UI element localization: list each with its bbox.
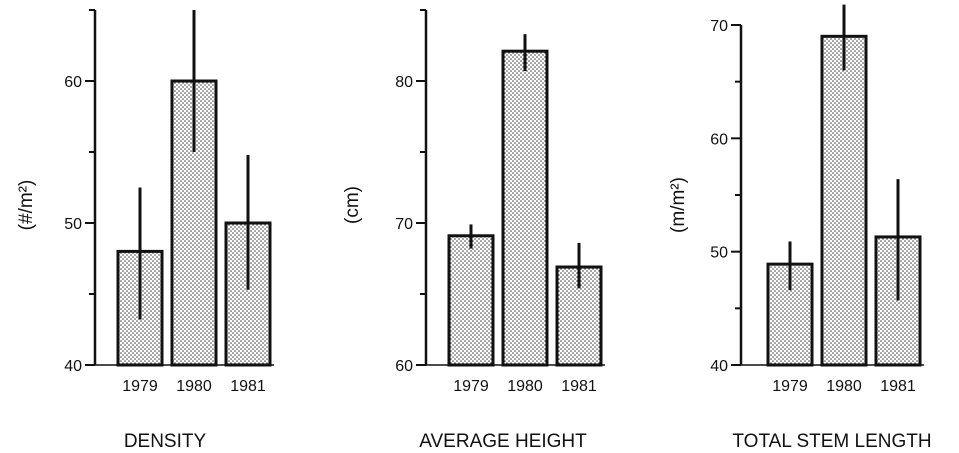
density-panel: (#/m²) DENSITY <box>16 180 206 452</box>
density-x-tick-label-1980: 1980 <box>176 378 212 395</box>
density-y-tick-label-40: 40 <box>64 358 82 375</box>
total-stem-length-x-tick-label-1981: 1981 <box>880 378 916 395</box>
average-height-bar-1980 <box>501 49 549 367</box>
average-height-x-tick-label-1979: 1979 <box>453 378 489 395</box>
total-stem-length-chart-title: TOTAL STEM LENGTH <box>732 431 931 452</box>
average-height-x-tick-label-1981: 1981 <box>561 378 597 395</box>
total-stem-length-y-tick-label-60: 60 <box>710 131 728 148</box>
average-height-y-tick-label-70: 70 <box>395 216 413 233</box>
total-stem-length-y-tick-label-70: 70 <box>710 18 728 35</box>
total-stem-length-panel: (m/m²) TOTAL STEM LENGTH <box>668 177 932 452</box>
total-stem-length-bar-1980 <box>820 34 868 367</box>
total-stem-length-y-tick-label-50: 50 <box>710 245 728 262</box>
average-height-bar-1979 <box>447 234 495 367</box>
density-y-axis-label: (#/m²) <box>16 180 37 231</box>
average-height-panel: (cm) AVERAGE HEIGHT <box>342 186 587 452</box>
density-y-tick-label-50: 50 <box>64 216 82 233</box>
average-height-chart-title: AVERAGE HEIGHT <box>419 431 587 452</box>
density-x-tick-label-1981: 1981 <box>230 378 266 395</box>
total-stem-length-y-axis-label: (m/m²) <box>668 177 689 233</box>
total-stem-length-x-tick-label-1980: 1980 <box>826 378 862 395</box>
total-stem-length-y-tick-label-40: 40 <box>710 358 728 375</box>
density-x-tick-label-1979: 1979 <box>122 378 158 395</box>
average-height-x-tick-label-1980: 1980 <box>507 378 543 395</box>
average-height-y-axis-label: (cm) <box>342 186 363 224</box>
density-y-tick-label-60: 60 <box>64 74 82 91</box>
average-height-y-tick-label-60: 60 <box>395 358 413 375</box>
density-chart-title: DENSITY <box>124 431 207 452</box>
total-stem-length-x-tick-label-1979: 1979 <box>772 378 808 395</box>
average-height-y-tick-label-80: 80 <box>395 74 413 91</box>
